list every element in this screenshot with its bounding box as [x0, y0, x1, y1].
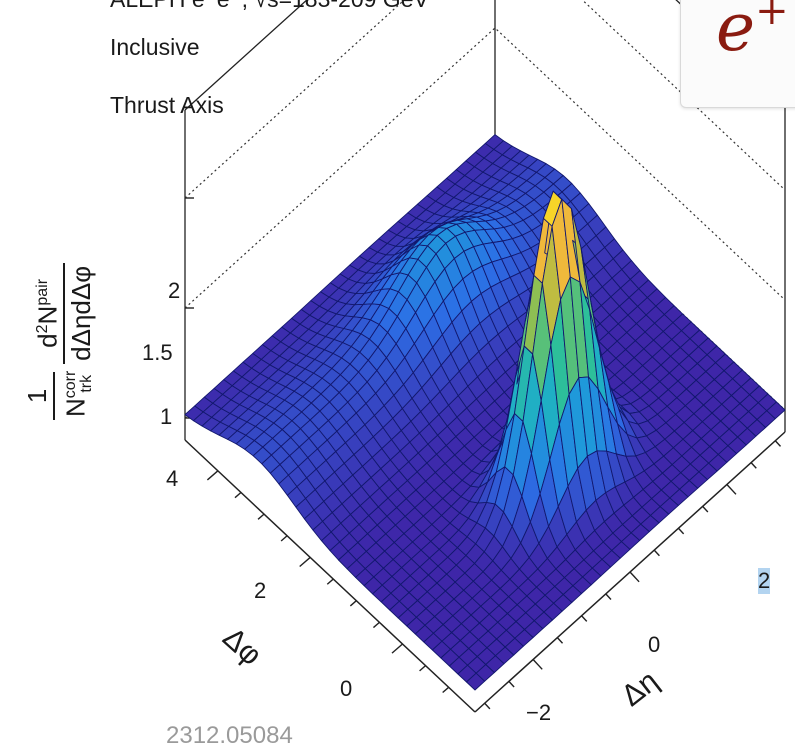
y-tick-label: 0	[648, 632, 661, 657]
y-tick-mark	[581, 615, 588, 622]
derivative-fraction: d2Npair dΔηdΔφ	[27, 262, 98, 364]
collision-badge-text: e+	[716, 0, 789, 66]
collision-badge	[680, 0, 795, 108]
y-tick-mark	[653, 549, 660, 557]
y-tick-mark	[702, 505, 709, 513]
x-tick-mark	[234, 491, 242, 499]
normalization-numerator: 1	[22, 388, 53, 404]
y-tick-mark	[726, 484, 737, 495]
normalization-fraction: 1 Ncorrtrk	[21, 370, 103, 420]
experiment-label: ALEPH e⁺e⁻, √s=183-209 GeV	[110, 0, 429, 13]
x-tick-mark	[206, 470, 219, 481]
x-tick-mark	[419, 665, 427, 672]
y-tick-mark	[508, 680, 515, 688]
y-tick-label: −2	[526, 700, 552, 725]
selection-label: Inclusive	[110, 34, 200, 60]
y-tick-mark	[629, 571, 640, 583]
y-tick-mark	[484, 702, 491, 710]
z-tick-label: 1.5	[142, 340, 173, 365]
x-tick-label: 0	[340, 676, 353, 701]
y-tick-mark	[532, 659, 543, 670]
x-tick-mark	[280, 535, 288, 542]
z-tick-label: 2	[168, 278, 181, 303]
y-tick-mark	[605, 593, 612, 600]
y-tick-mark	[774, 440, 782, 447]
arxiv-id: 2312.05084	[166, 722, 293, 749]
x-tick-label: 4	[166, 466, 179, 491]
x-tick-mark	[442, 686, 450, 694]
normalization-denominator: Ncorrtrk	[60, 370, 95, 417]
y-tick-mark	[556, 637, 564, 644]
y-tick-mark	[677, 527, 685, 535]
derivative-numerator: d2Npair	[32, 278, 63, 348]
x-tick-mark	[349, 600, 357, 607]
x-tick-mark	[391, 643, 403, 654]
derivative-denominator: dΔηdΔφ	[66, 265, 97, 361]
z-axis-title: 1 Ncorrtrk d2Npair dΔηdΔφ	[14, 210, 110, 420]
axis-label: Thrust Axis	[110, 92, 224, 118]
x-tick-mark	[257, 513, 265, 520]
surface-cell	[766, 401, 786, 420]
top-edge-back	[184, 0, 308, 111]
x-axis-line	[184, 439, 476, 713]
y-tick-mark	[750, 462, 757, 469]
x-tick-mark	[326, 578, 334, 585]
x-tick-mark	[372, 621, 380, 629]
x-tick-mark	[299, 556, 311, 568]
x-tick-label: 2	[254, 578, 267, 603]
z-tick-label: 1	[160, 404, 173, 429]
y-tick-label: 2	[758, 568, 771, 594]
